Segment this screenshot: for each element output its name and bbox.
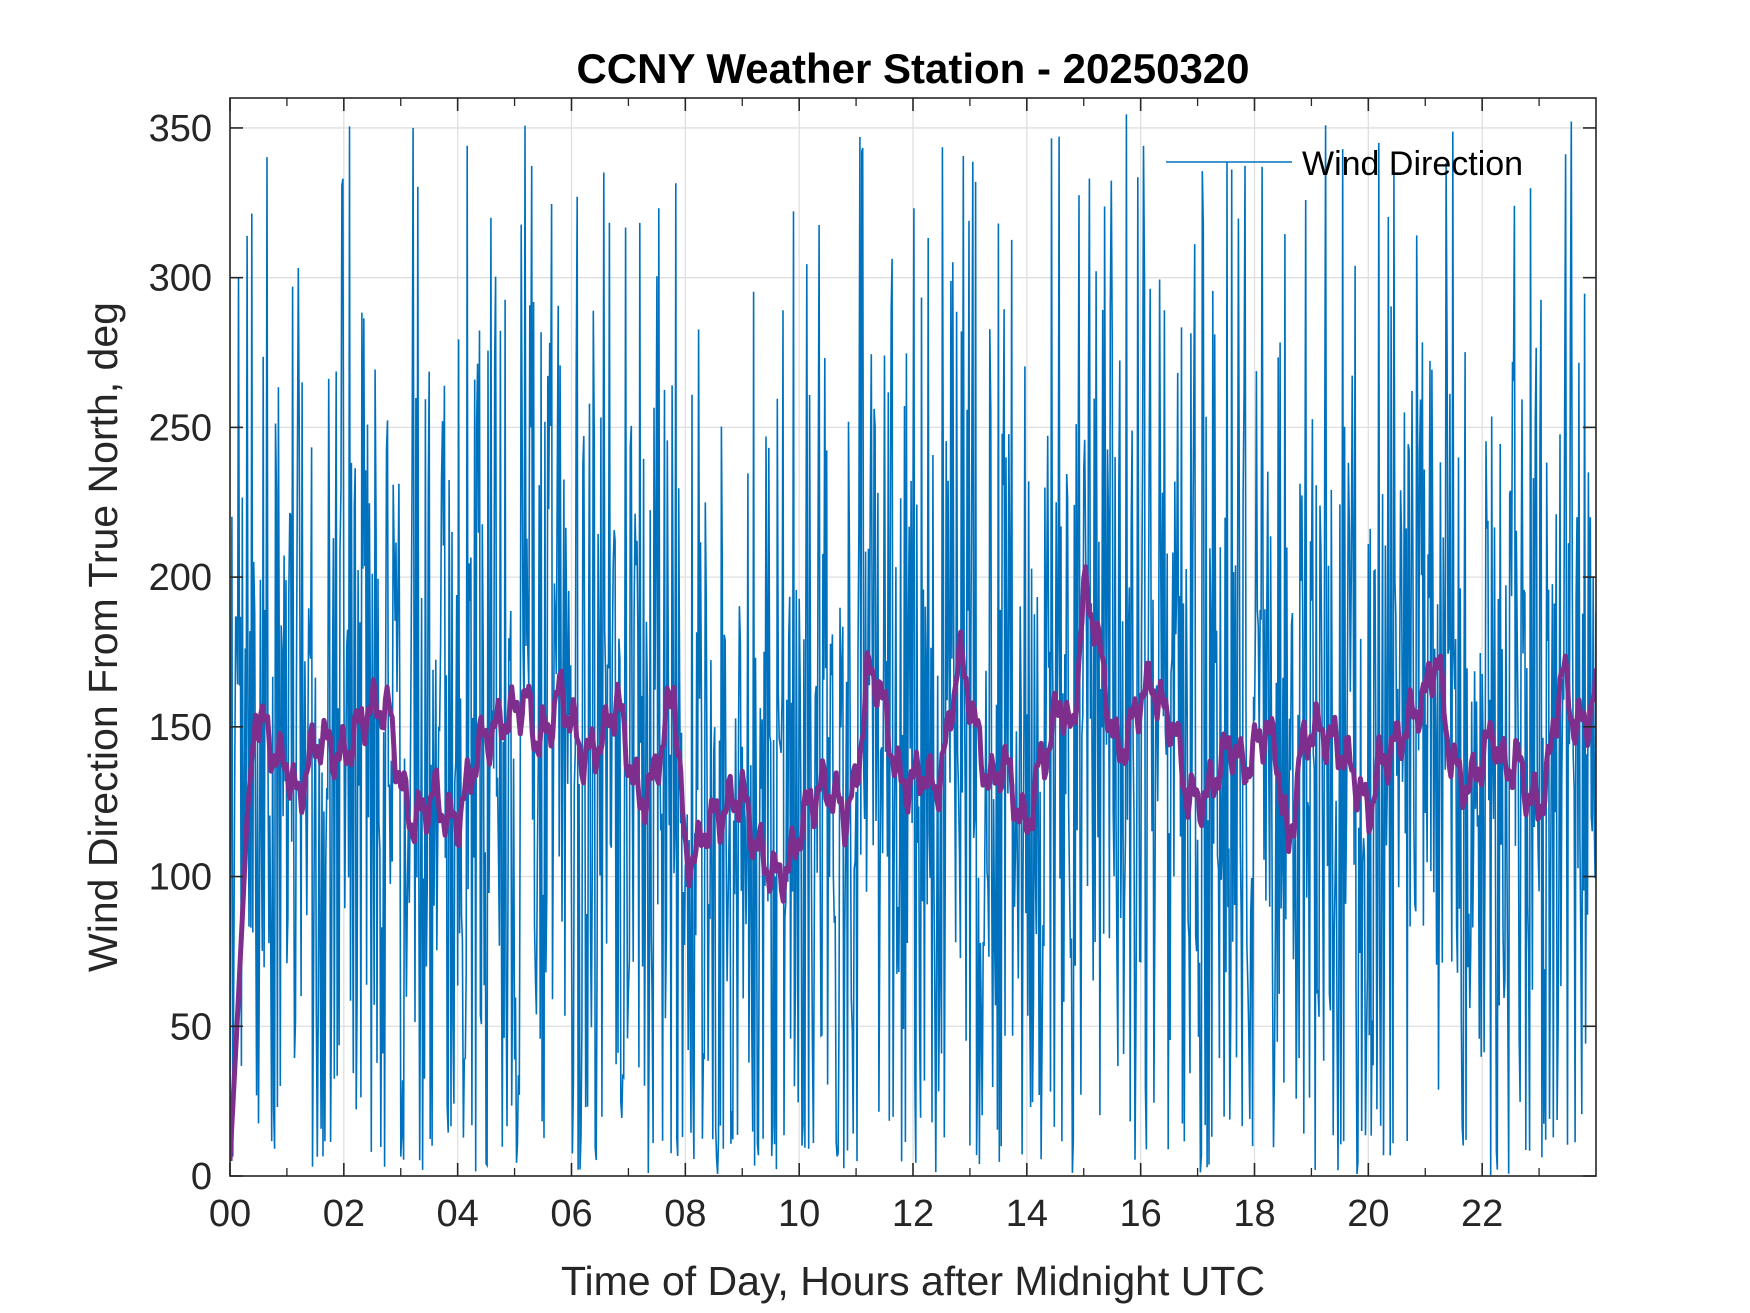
- x-axis-label: Time of Day, Hours after Midnight UTC: [561, 1258, 1265, 1304]
- x-tick-label: 04: [437, 1193, 479, 1235]
- x-tick-labels: 00 02 04 06 08 10 12 14 16 18 20 22: [209, 1193, 1503, 1235]
- x-tick-label: 18: [1233, 1193, 1275, 1235]
- y-tick-label: 300: [149, 258, 212, 300]
- y-tick-label: 350: [149, 108, 212, 150]
- x-tick-label: 00: [209, 1193, 251, 1235]
- y-tick-labels: 0 50 100 150 200 250 300 350: [149, 108, 212, 1198]
- data-series: [230, 114, 1596, 1176]
- y-axis-label: Wind Direction From True North, deg: [80, 302, 126, 972]
- x-tick-label: 10: [778, 1193, 820, 1235]
- x-tick-label: 14: [1006, 1193, 1048, 1235]
- y-tick-label: 50: [170, 1006, 212, 1048]
- y-tick-label: 250: [149, 407, 212, 449]
- axis-ticks: [229, 98, 1596, 1177]
- x-tick-label: 12: [892, 1193, 934, 1235]
- x-tick-label: 08: [664, 1193, 706, 1235]
- y-tick-label: 200: [149, 557, 212, 599]
- x-tick-label: 20: [1347, 1193, 1389, 1235]
- y-tick-label: 100: [149, 857, 212, 899]
- wind-direction-series-line: [230, 114, 1596, 1176]
- x-tick-label: 22: [1461, 1193, 1503, 1235]
- x-tick-label: 16: [1120, 1193, 1162, 1235]
- chart-title: CCNY Weather Station - 20250320: [576, 45, 1249, 92]
- legend-label-wind-direction: Wind Direction: [1302, 145, 1523, 183]
- running-mean-series-line: [230, 564, 1596, 1162]
- y-tick-label: 0: [191, 1156, 212, 1198]
- y-tick-label: 150: [149, 707, 212, 749]
- x-tick-label: 06: [550, 1193, 592, 1235]
- legend: Wind Direction: [1166, 145, 1523, 183]
- plot-frame: [229, 97, 1597, 1177]
- x-tick-label: 02: [323, 1193, 365, 1235]
